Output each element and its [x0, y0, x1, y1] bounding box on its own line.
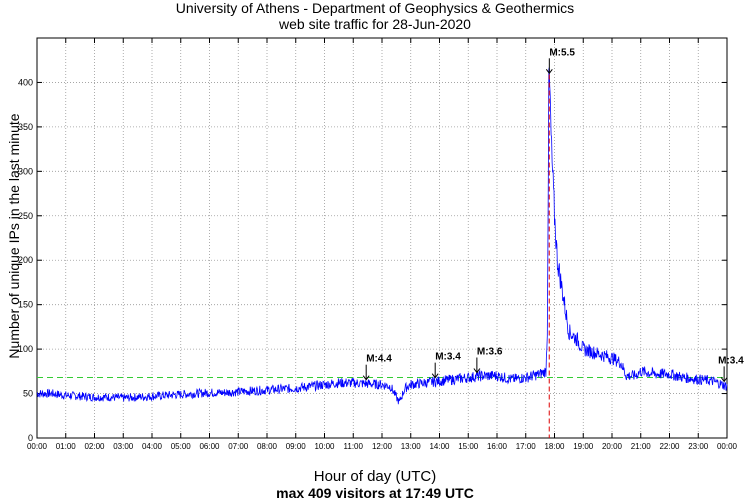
y-tick-label: 250 [18, 211, 33, 221]
y-tick-label: 50 [23, 389, 33, 399]
traffic-series-line [36, 67, 728, 405]
y-tick-label: 100 [18, 344, 33, 354]
y-tick-label: 150 [18, 300, 33, 310]
annotation-arrow-head [362, 375, 370, 381]
x-tick-label: 18:00 [544, 442, 565, 451]
x-tick-label: 14:00 [429, 442, 450, 451]
x-axis-label: Hour of day (UTC) [313, 468, 437, 485]
annotation-label: M:4.4 [366, 354, 392, 365]
x-tick-label: 06:00 [199, 442, 220, 451]
annotation-label: M:5.5 [549, 47, 575, 58]
annotation-label: M:3.4 [435, 352, 461, 363]
x-tick-label: 07:00 [228, 442, 249, 451]
annotation-arrow-head [431, 373, 439, 379]
annotation-arrow-head [473, 368, 481, 374]
x-tick-label: 00:00 [27, 442, 48, 451]
x-tick-label: 04:00 [142, 442, 163, 451]
x-tick-label: 12:00 [372, 442, 393, 451]
chart-title: University of Athens - Department of Geo… [175, 0, 575, 16]
max-visitors-note: max 409 visitors at 17:49 UTC [276, 485, 474, 501]
x-tick-label: 16:00 [487, 442, 508, 451]
y-tick-label: 200 [18, 255, 33, 265]
x-tick-label: 15:00 [458, 442, 479, 451]
y-tick-label: 350 [18, 122, 33, 132]
x-tick-label: 00:00 [717, 442, 738, 451]
x-tick-label: 19:00 [573, 442, 594, 451]
x-tick-label: 08:00 [257, 442, 278, 451]
x-tick-label: 10:00 [314, 442, 335, 451]
x-tick-label: 11:00 [344, 442, 364, 451]
x-tick-label: 20:00 [602, 442, 623, 451]
x-tick-label: 22:00 [659, 442, 680, 451]
x-tick-label: 05:00 [171, 442, 192, 451]
x-tick-label: 21:00 [631, 442, 652, 451]
annotation-arrow-head [720, 377, 728, 383]
x-tick-label: 02:00 [84, 442, 105, 451]
x-tick-label: 03:00 [113, 442, 134, 451]
annotation-label: M:3.4 [718, 355, 744, 366]
x-tick-label: 17:00 [516, 442, 537, 451]
annotation-label: M:3.6 [477, 346, 503, 357]
y-tick-label: 400 [18, 77, 33, 87]
y-tick-label: 0 [28, 433, 33, 443]
x-tick-label: 01:00 [56, 442, 77, 451]
x-tick-label: 09:00 [286, 442, 307, 451]
y-tick-label: 300 [18, 166, 33, 176]
x-tick-label: 13:00 [401, 442, 422, 451]
annotation-arrow-head [545, 69, 553, 75]
chart-subtitle: web site traffic for 28-Jun-2020 [279, 16, 471, 32]
x-tick-label: 23:00 [688, 442, 709, 451]
